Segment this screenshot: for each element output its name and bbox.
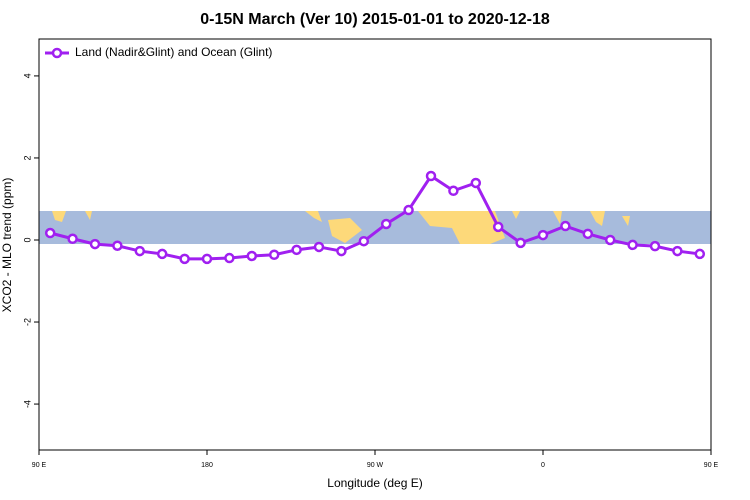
marker: [268, 249, 280, 261]
legend-marker: [51, 47, 63, 59]
marker: [448, 185, 459, 197]
y-tick-label: -2: [22, 318, 32, 326]
x-axis-label: Longitude (deg E): [327, 476, 422, 490]
chart-title: 0-15N March (Ver 10) 2015-01-01 to 2020-…: [200, 11, 550, 28]
marker: [672, 245, 683, 257]
map-band: [39, 211, 711, 244]
legend-label: Land (Nadir&Glint) and Ocean (Glint): [75, 45, 272, 59]
marker: [358, 235, 370, 247]
marker: [134, 245, 146, 257]
marker: [425, 170, 437, 182]
x-tick-label: 90 W: [367, 462, 384, 469]
marker: [89, 238, 101, 250]
marker: [156, 248, 168, 260]
y-tick-label: -4: [22, 400, 32, 408]
marker: [515, 237, 526, 249]
marker: [313, 241, 325, 253]
y-tick-label: 0: [22, 237, 32, 242]
marker: [291, 244, 302, 256]
y-tick-label: 2: [22, 155, 32, 160]
marker: [403, 204, 414, 216]
marker: [224, 252, 235, 264]
marker: [380, 218, 392, 230]
y-tick-label: 4: [22, 73, 32, 78]
marker: [201, 253, 213, 265]
y-axis-label: XCO2 - MLO trend (ppm): [0, 178, 14, 313]
marker: [336, 245, 347, 257]
x-tick-label: 90 E: [704, 462, 719, 469]
marker: [492, 221, 504, 233]
marker: [604, 234, 616, 246]
marker: [67, 233, 78, 245]
marker: [112, 240, 123, 251]
x-tick-label: 0: [541, 462, 545, 469]
marker: [694, 248, 706, 260]
marker: [179, 253, 190, 265]
marker: [649, 240, 661, 252]
marker: [246, 250, 258, 262]
marker: [560, 220, 571, 232]
marker: [470, 177, 482, 189]
marker: [537, 229, 549, 241]
marker: [582, 228, 594, 240]
marker: [627, 239, 638, 251]
x-tick-label: 90 E: [32, 462, 47, 469]
x-tick-label: 180: [201, 462, 213, 469]
marker: [44, 227, 56, 239]
